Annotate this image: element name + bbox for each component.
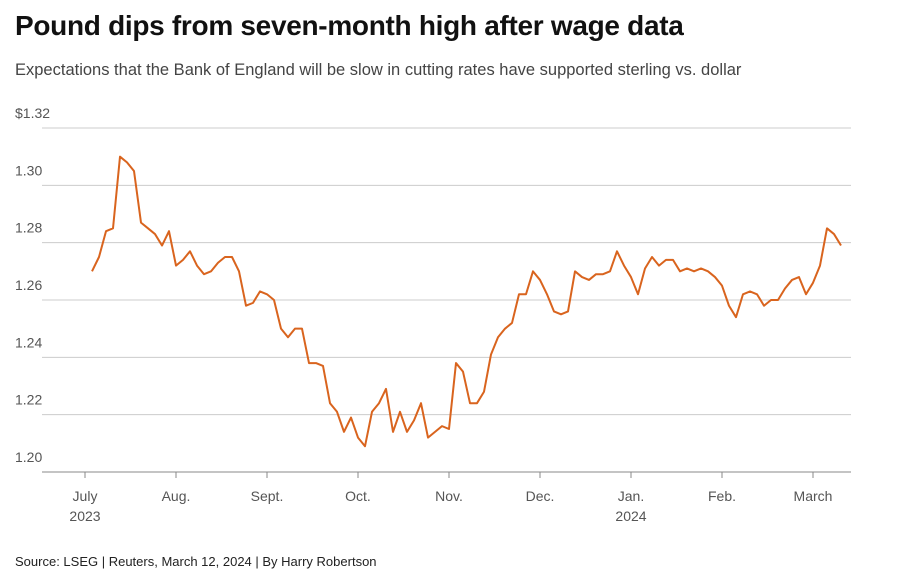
chart-title: Pound dips from seven-month high after w… bbox=[15, 10, 684, 41]
x-tick-label: Feb. bbox=[707, 488, 736, 504]
x-tick-label: Jan. 2024 bbox=[615, 488, 647, 524]
x-tick-label: Aug. bbox=[161, 488, 191, 504]
chart-subtitle: Expectations that the Bank of England wi… bbox=[15, 61, 742, 79]
x-tick-label: Nov. bbox=[435, 488, 463, 504]
x-tick-label: March bbox=[793, 488, 833, 504]
y-tick-label: 1.24 bbox=[15, 334, 42, 350]
source-note: Source: LSEG | Reuters, March 12, 2024 |… bbox=[15, 554, 377, 569]
line-series bbox=[91, 155, 842, 448]
x-tick-label: Sept. bbox=[250, 488, 284, 504]
y-tick-label: 1.22 bbox=[15, 392, 42, 408]
y-tick-label: $1.32 bbox=[15, 105, 50, 121]
x-tick-label: Oct. bbox=[345, 488, 371, 504]
y-tick-label: 1.28 bbox=[15, 220, 42, 236]
y-tick-label: 1.26 bbox=[15, 277, 42, 293]
y-tick-label: 1.30 bbox=[15, 162, 42, 178]
y-tick-label: 1.20 bbox=[15, 449, 42, 465]
x-tick-label: July 2023 bbox=[69, 488, 101, 524]
x-tick-label: Dec. bbox=[525, 488, 555, 504]
